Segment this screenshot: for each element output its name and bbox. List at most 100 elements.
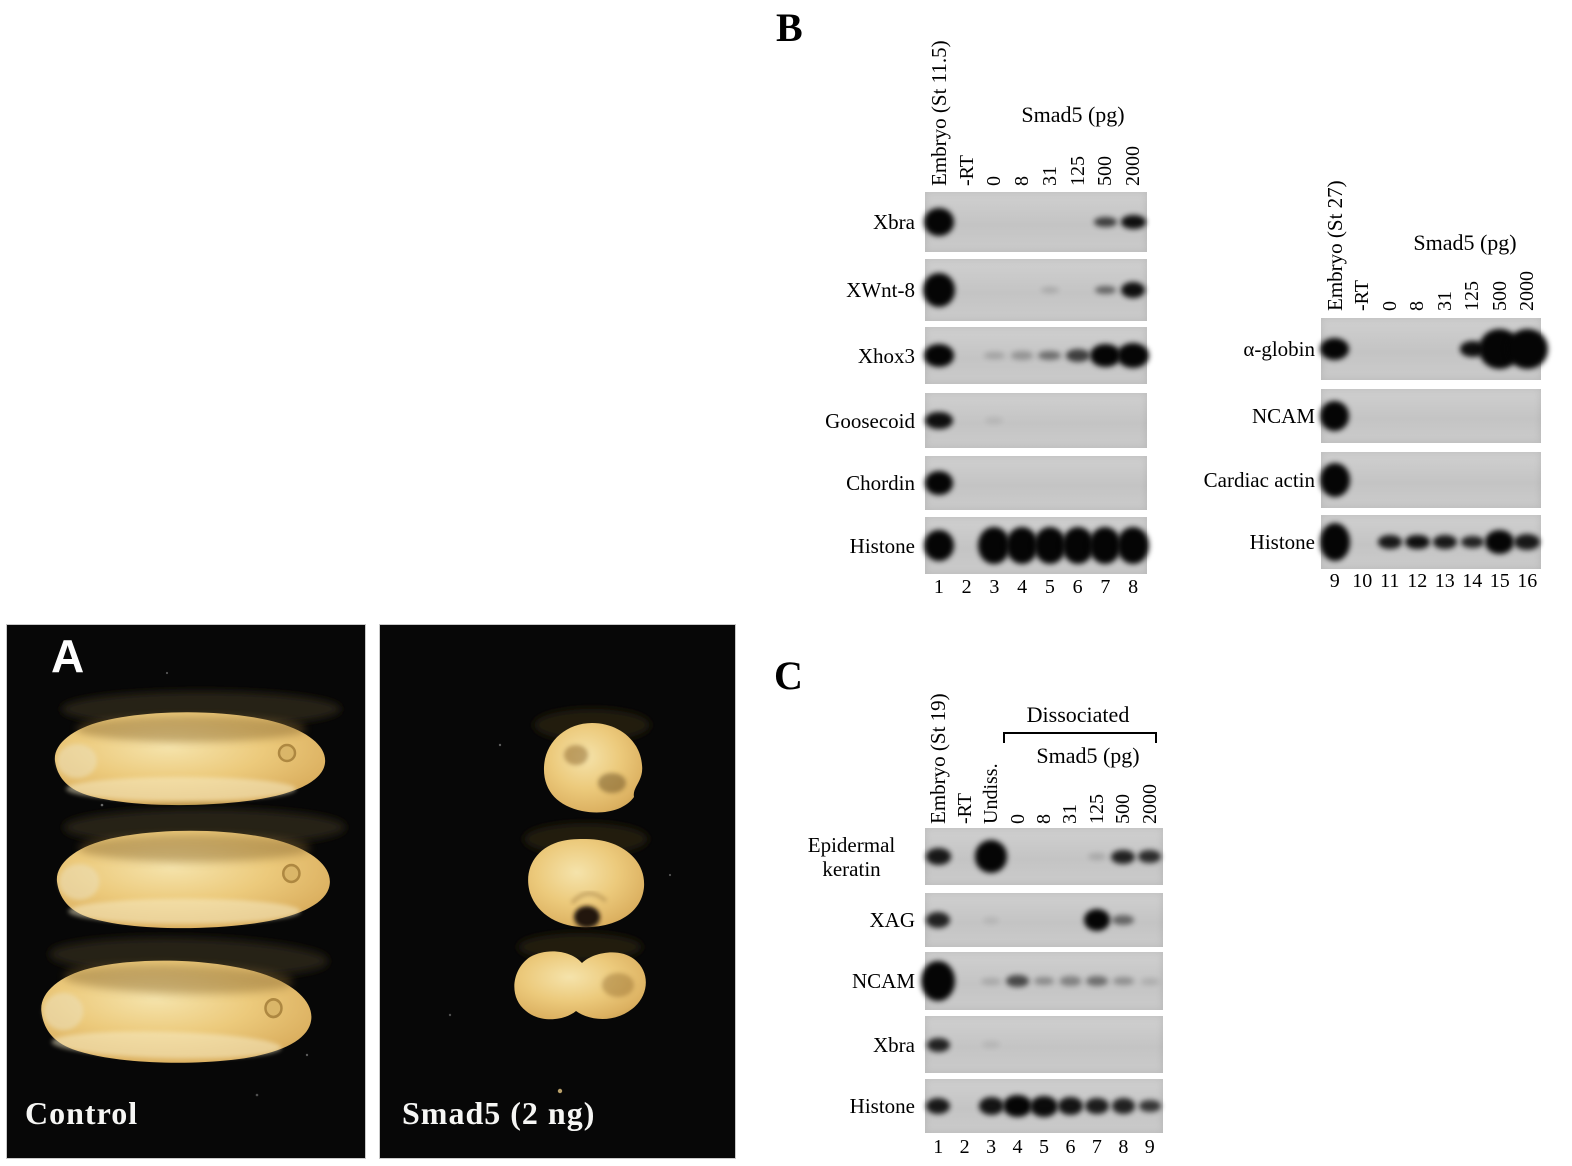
gel-band <box>1090 343 1121 368</box>
lane-number: 2 <box>961 576 972 598</box>
gel-band <box>1065 349 1090 362</box>
blot-strip <box>922 259 1147 321</box>
lane-number: 8 <box>1118 1136 1129 1158</box>
gel-band <box>1319 523 1350 561</box>
gel-band <box>1061 527 1094 564</box>
blot-strip <box>1319 515 1541 569</box>
lane-number: 12 <box>1407 570 1428 592</box>
gel-band <box>1094 286 1117 294</box>
gel-band <box>1088 853 1106 860</box>
gel-band <box>1138 849 1162 864</box>
gel-band <box>982 1041 1000 1048</box>
gel-band <box>982 916 1000 924</box>
gel-band <box>1485 530 1515 554</box>
lane-label: 125 <box>1461 281 1484 311</box>
gel-band <box>926 1097 951 1115</box>
row-label: Epidermal keratin <box>807 832 896 881</box>
lane-number: 5 <box>1044 576 1055 598</box>
lane-number: 11 <box>1380 570 1400 592</box>
row-label: Cardiac actin <box>1203 468 1315 492</box>
lane-number: 7 <box>1100 576 1111 598</box>
gel-band <box>1030 1095 1058 1117</box>
gel-band <box>1320 401 1350 431</box>
lane-number: 4 <box>1012 1136 1023 1158</box>
gel-band <box>1117 342 1150 369</box>
row-label: Histone <box>1249 530 1315 554</box>
gel-band <box>921 960 956 1002</box>
gel-band <box>1084 1097 1109 1115</box>
smad5-caption: Smad5 (2 ng) <box>402 1095 596 1131</box>
blot-strip <box>924 456 1147 510</box>
gel-band <box>922 273 955 307</box>
lane-number: 3 <box>989 576 1000 598</box>
row-label: Histone <box>849 1094 915 1118</box>
lane-number: 13 <box>1434 570 1455 592</box>
blot-strip <box>925 393 1147 448</box>
row-label: NCAM <box>1251 404 1315 428</box>
gel-band <box>1404 534 1430 550</box>
gel-c: Embryo (St 19) -RT Undiss. 0 8 31 125 500 2000 Di… <box>760 640 1172 1166</box>
blot-strip <box>921 952 1163 1010</box>
lane-number: 7 <box>1091 1136 1102 1158</box>
row-label: Xhox3 <box>857 343 915 368</box>
dose-header: Smad5 (pg) <box>1021 102 1125 127</box>
row-label: Chordin <box>846 471 915 495</box>
gel-band <box>981 977 1001 985</box>
lane-number: 8 <box>1128 576 1139 598</box>
lane-label: Undiss. <box>980 763 1003 824</box>
gel-band <box>1432 535 1457 549</box>
lane-number: 15 <box>1489 570 1510 592</box>
gel-band <box>926 1037 950 1052</box>
gel-band <box>1460 536 1484 548</box>
lane-label: 500 <box>1488 281 1511 311</box>
lane-label: 500 <box>1094 156 1117 186</box>
dose-header: Smad5 (pg) <box>1413 230 1517 255</box>
row-label: Histone <box>849 533 915 558</box>
gel-band <box>1006 527 1039 564</box>
control-embryos-image <box>7 625 365 1158</box>
gel-band <box>1089 527 1122 564</box>
lane-label: Embryo (St 27) <box>1322 180 1347 311</box>
lane-label: 2000 <box>1516 271 1539 311</box>
lane-number: 5 <box>1039 1136 1049 1158</box>
gel-band <box>1085 975 1109 987</box>
blot-strip <box>925 1016 1163 1073</box>
gel-band <box>974 840 1008 873</box>
lane-number: 9 <box>1329 570 1340 592</box>
gel-band <box>1140 977 1159 985</box>
gel-b-right: Embryo (St 27) -RT 0 8 31 125 500 2000 Smad5 (pg… <box>1160 0 1572 615</box>
gel-band <box>1112 914 1135 926</box>
gel-band <box>924 344 954 367</box>
gel-band <box>983 351 1006 360</box>
gel-band <box>1038 350 1062 361</box>
gel-band <box>1059 976 1082 986</box>
lane-label: 8 <box>1033 814 1055 824</box>
lane-label: 2000 <box>1138 784 1161 824</box>
row-label: XWnt-8 <box>846 278 915 302</box>
gel-band <box>924 471 954 495</box>
gel-band <box>1010 351 1034 360</box>
control-caption: Control <box>25 1095 139 1131</box>
blot-strip <box>923 192 1147 252</box>
dose-header: Smad5 (pg) <box>1036 743 1140 768</box>
gel-band <box>925 411 953 430</box>
lane-label: 500 <box>1112 794 1135 824</box>
lane-number: 9 <box>1144 1136 1155 1158</box>
row-label: Xbra <box>873 1032 915 1057</box>
panel-c-label: C <box>774 653 803 698</box>
row-label: XAG <box>869 908 916 932</box>
lane-label: 125 <box>1066 156 1089 186</box>
blot-strip <box>1320 318 1548 380</box>
lane-label: -RT <box>955 154 978 186</box>
gel-band <box>1113 976 1134 986</box>
smad5-embryos-image <box>380 625 735 1158</box>
gel-band <box>1093 217 1117 227</box>
gel-band <box>1514 534 1541 550</box>
lane-label: 0 <box>983 176 1006 186</box>
lane-label: 8 <box>1011 176 1034 186</box>
gel-band <box>923 208 955 236</box>
blot-strip <box>925 1079 1163 1133</box>
gel-band <box>1006 974 1029 988</box>
dose-header: Dissociated <box>1026 702 1130 727</box>
